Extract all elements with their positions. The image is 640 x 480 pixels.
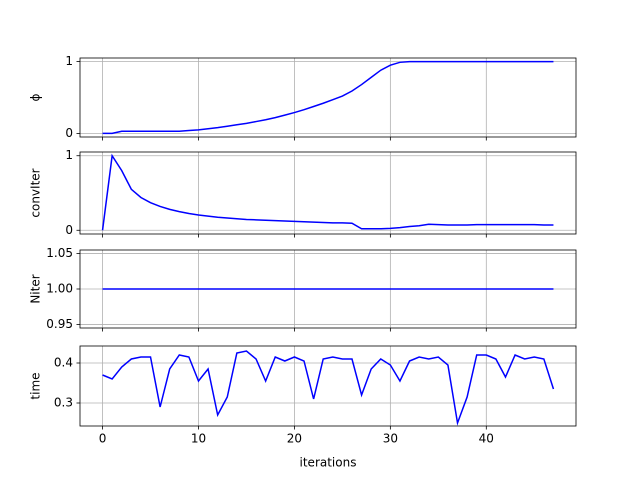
- y-tick-label: 0.95: [46, 317, 73, 331]
- y-axis-label: time: [29, 372, 43, 399]
- axes-frame: [79, 151, 577, 235]
- axes-frame: [79, 345, 577, 427]
- y-tick-label: 0: [65, 223, 73, 237]
- y-tick-label: 1: [65, 148, 73, 162]
- axes-frame: [79, 249, 577, 329]
- y-tick-label: 0.3: [54, 396, 73, 410]
- data-line: [102, 60, 554, 135]
- data-line: [102, 350, 555, 426]
- x-axis-label: iterations: [300, 456, 357, 470]
- x-tick-label: 40: [479, 432, 494, 446]
- axes-frame: [79, 57, 577, 138]
- y-axis-label: Niter: [29, 274, 43, 303]
- y-tick-label: 1: [65, 54, 73, 68]
- y-tick-label: 0: [65, 126, 73, 140]
- y-tick-label: 0.4: [54, 356, 73, 370]
- x-tick-label: 10: [191, 432, 206, 446]
- y-axis-label: convIter: [29, 168, 43, 217]
- y-tick-label: 1.05: [46, 246, 73, 260]
- y-tick-label: 1.00: [46, 282, 73, 296]
- x-tick-label: 30: [383, 432, 398, 446]
- x-tick-label: 0: [99, 432, 107, 446]
- y-axis-label: ϕ: [29, 93, 43, 101]
- x-tick-label: 20: [287, 432, 302, 446]
- data-line: [101, 153, 554, 231]
